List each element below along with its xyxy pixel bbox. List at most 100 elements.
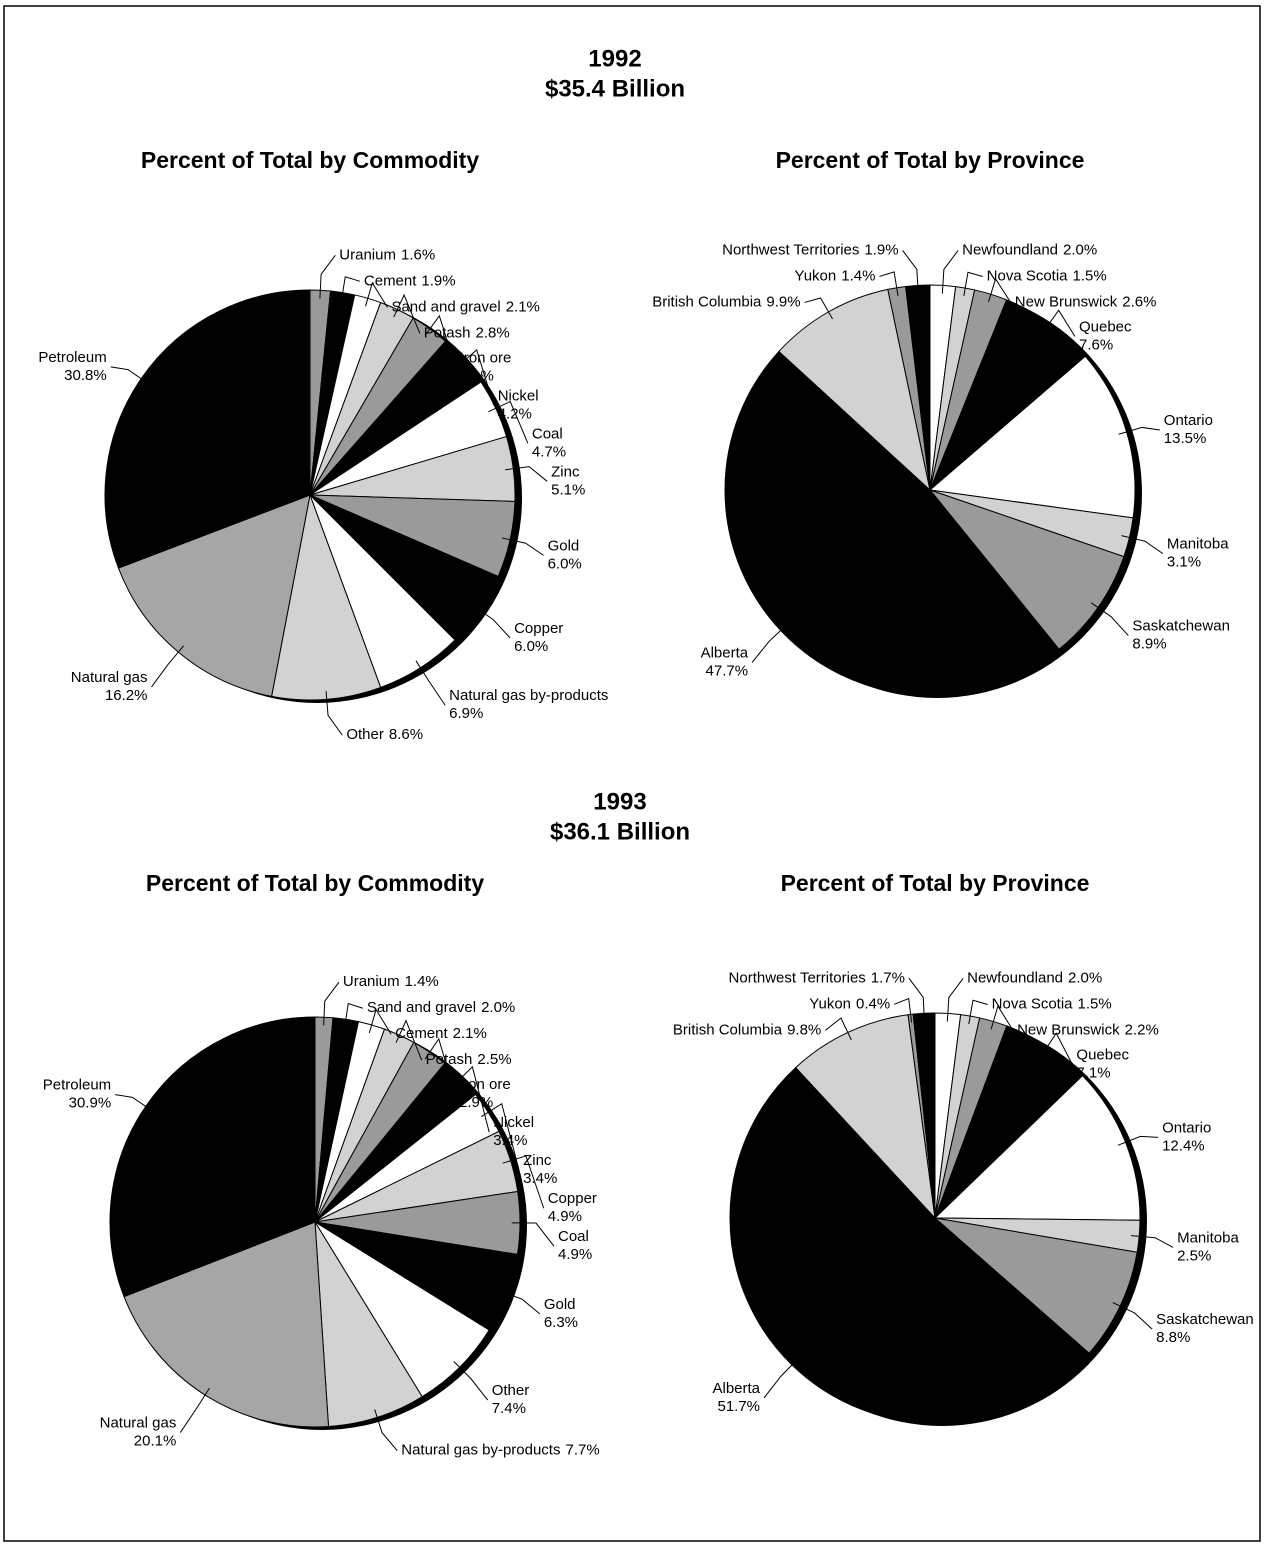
slice-label: Saskatchewan 8.9% [1132,618,1230,653]
slice-label-value: 1.9% [421,272,455,289]
slice-label: Cement 2.1% [395,1025,487,1042]
leader-line [946,978,964,1022]
slice-label-name: Potash [424,324,471,341]
slice-label-name: Coal [558,1228,589,1245]
slice-label-name: Coal [532,425,563,442]
slice-label-value: 20.1% [134,1433,177,1450]
leader-line [365,281,388,308]
slice-label-value: 3.4% [493,1132,527,1149]
slice-label-value: 8.9% [1132,636,1166,653]
slice-label-name: Ontario [1164,412,1213,429]
slice-label: Ontario 12.4% [1162,1119,1211,1154]
leader-line [151,645,184,688]
slice-label-value: 4.9% [548,1208,582,1225]
pie-title: Percent of Total by Commodity [146,870,484,896]
leader-line [453,1361,489,1401]
slice-label: Manitoba 3.1% [1167,536,1229,571]
leader-line [990,1004,1014,1031]
slice-label-value: 6.3% [544,1314,578,1331]
slice-label: Petroleum 30.8% [38,349,106,384]
slice-label-name: Cement [395,1025,448,1042]
slice-label: Quebec 7.6% [1079,318,1132,353]
slice-label-name: Natural gas by-products [449,687,608,704]
slice-label-value: 6.0% [548,555,582,572]
slice-label-value: 1.4% [841,267,875,284]
slice-label-value: 4.2% [498,405,532,422]
slice-label-name: Northwest Territories [729,969,866,986]
slice-label: Nickel 3.4% [493,1114,534,1149]
slice-label: Cement 1.9% [364,272,456,289]
slice-label-value: 0.4% [856,995,890,1012]
slice-label: Saskatchewan 8.8% [1156,1311,1254,1346]
slice-label-name: Ontario [1162,1119,1211,1136]
slice-label-value: 51.7% [717,1398,760,1415]
slice-label-name: Alberta [701,644,749,661]
slice-label: British Columbia 9.9% [652,293,800,310]
slice-label-value: 7.7% [565,1442,599,1459]
slice-label: Iron ore 2.9% [459,1076,511,1111]
slice-label-value: 4.7% [532,443,566,460]
year-heading: 1993 [593,788,646,815]
slice-label: New Brunswick 2.6% [1015,293,1157,310]
leader-line [1130,1235,1174,1248]
slice-label-name: Gold [548,537,580,554]
leader-line [941,250,959,294]
slice-label: Nova Scotia 1.5% [992,995,1112,1012]
leader-line [501,537,544,556]
slice-label: Nickel 4.2% [498,387,539,422]
leader-line [894,997,913,1023]
leader-line [1044,309,1076,337]
slice-label-name: Gold [544,1296,576,1313]
slice-label-name: Yukon [795,267,837,284]
slice-label: Northwest Territories 1.7% [729,969,905,986]
pie-title: Percent of Total by Commodity [141,147,479,173]
slice-label-name: Uranium [343,973,400,990]
slice-label: Yukon 0.4% [809,995,890,1012]
leader-line [1121,535,1164,555]
slice-label: Copper 6.0% [514,620,563,655]
leader-line [344,1002,363,1028]
leader-line [1112,1302,1153,1330]
slice-label-name: Quebec [1076,1046,1129,1063]
slice-label: Natural gas 16.2% [71,669,148,704]
slice-label-value: 7.4% [492,1400,526,1417]
leader-line [488,400,529,444]
leader-line [824,1017,852,1041]
slice-label-name: Manitoba [1177,1229,1239,1246]
slice-label-value: 8.6% [389,726,423,743]
slice-label-value: 2.5% [477,1051,511,1068]
slice-label: Coal 4.7% [532,425,566,460]
slice-label-name: Cement [364,272,417,289]
slice-label-name: British Columbia [673,1021,783,1038]
slice-label: Uranium 1.4% [343,973,439,990]
leader-line [499,1290,541,1315]
slice-label-name: Other [492,1382,530,1399]
slice-label: Sand and gravel 2.0% [367,999,515,1016]
slice-label-value: 9.9% [766,293,800,310]
slice-label-name: Sand and gravel [367,999,476,1016]
slice-label-value: 3.4% [523,1170,557,1187]
slice-label-value: 7.6% [1079,336,1113,353]
slice-label: British Columbia 9.8% [673,1021,821,1038]
leader-line [424,1037,456,1095]
slice-label-name: Copper [514,620,563,637]
slice-label: Alberta 51.7% [713,1380,761,1415]
pie-title: Percent of Total by Province [781,870,1090,896]
slice-label: Copper 4.9% [548,1190,597,1225]
leader-line [393,293,421,334]
slice-label-name: Saskatchewan [1132,618,1230,635]
slice-label-value: 2.1% [453,1025,487,1042]
slice-label-value: 1.9% [864,241,898,258]
slice-label-value: 5.1% [551,481,585,498]
slice-label-value: 2.9% [459,1094,493,1111]
slice-label-name: British Columbia [652,293,762,310]
slice-label-name: Northwest Territories [722,241,859,258]
leader-line [902,250,919,294]
slice-label: Zinc 5.1% [551,463,585,498]
slice-label-value: 4.9% [558,1246,592,1263]
slice-label-name: Nickel [498,387,539,404]
slice-label: Newfoundland 2.0% [962,241,1097,258]
slice-label-value: 1.5% [1078,995,1112,1012]
slice-label-name: New Brunswick [1015,293,1118,310]
